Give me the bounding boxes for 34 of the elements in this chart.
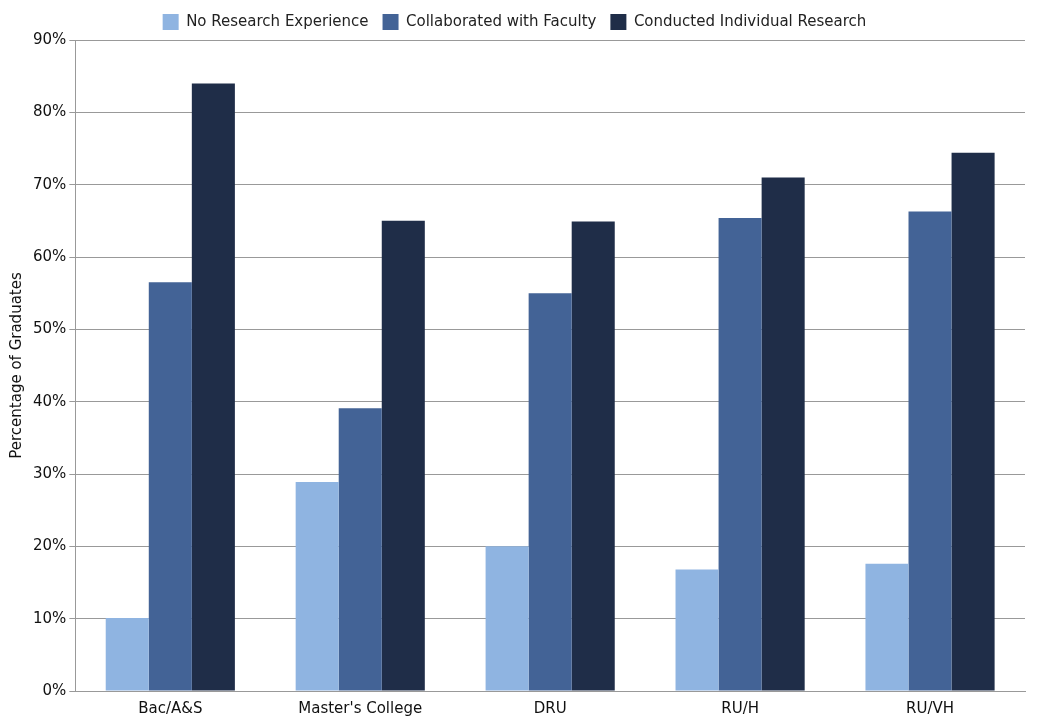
bar: [338, 408, 382, 691]
y-tick-label: 0%: [42, 680, 67, 699]
bar: [675, 569, 719, 691]
y-tick-label: 50%: [33, 319, 67, 338]
y-axis-title: Percentage of Graduates: [6, 272, 25, 459]
y-tick-label: 60%: [33, 246, 67, 265]
bar: [105, 617, 149, 691]
y-tick-label: 90%: [33, 29, 67, 48]
bar: [191, 83, 235, 691]
x-tick-label: Bac/A&S: [138, 698, 203, 717]
x-tick-label: RU/VH: [906, 698, 955, 717]
bar: [381, 220, 425, 691]
bar: [485, 546, 529, 691]
y-tick-label: 10%: [33, 608, 67, 627]
legend-label: No Research Experience: [186, 11, 369, 30]
x-tick-label: DRU: [533, 698, 567, 717]
bar: [718, 217, 762, 691]
y-tick-label: 40%: [33, 391, 67, 410]
x-tick-label: Master's College: [298, 698, 423, 717]
bar: [761, 177, 805, 691]
bar: [865, 563, 909, 691]
legend-label: Collaborated with Faculty: [406, 11, 597, 30]
x-tick-label: RU/H: [721, 698, 759, 717]
y-tick-label: 70%: [33, 174, 67, 193]
bar: [295, 481, 339, 691]
legend-label: Conducted Individual Research: [633, 11, 867, 30]
y-tick-label: 20%: [33, 536, 67, 555]
y-tick-label: 30%: [33, 463, 67, 482]
bar: [951, 152, 995, 691]
bar: [528, 293, 572, 691]
bar: [908, 211, 952, 691]
bar: [148, 282, 192, 691]
bar: [571, 221, 615, 691]
y-tick-label: 80%: [33, 102, 67, 121]
